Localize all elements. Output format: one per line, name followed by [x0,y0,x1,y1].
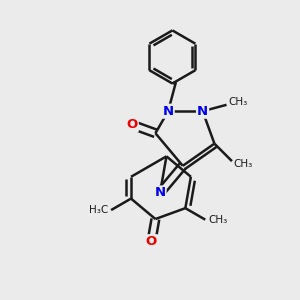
Text: H₃C: H₃C [89,205,108,215]
Text: CH₃: CH₃ [208,215,227,225]
Text: CH₃: CH₃ [234,159,253,169]
Text: N: N [197,105,208,118]
Text: CH₃: CH₃ [228,97,248,107]
Text: O: O [127,118,138,131]
Text: N: N [163,105,174,118]
Text: O: O [146,235,157,248]
Text: N: N [154,186,166,200]
